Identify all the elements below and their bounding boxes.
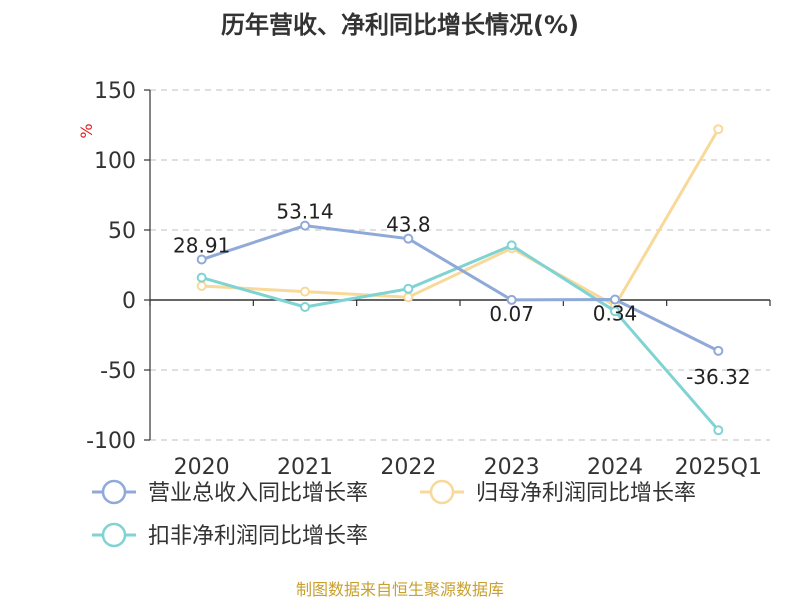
y-tick-label: 50: [108, 219, 136, 244]
x-tick-label: 2024: [587, 455, 643, 480]
data-point: [713, 425, 724, 436]
data-point: [300, 286, 310, 297]
data-point: [196, 281, 207, 291]
data-point: [300, 220, 310, 231]
data-point: [506, 294, 517, 305]
legend-label: 扣非净利润同比增长率: [148, 524, 368, 549]
x-tick-label: 2021: [277, 455, 333, 480]
data-point: [196, 272, 207, 283]
chart-title: 历年营收、净利同比增长情况(%): [221, 11, 579, 39]
data-point: [610, 294, 620, 305]
legend-item-2[interactable]: 扣非净利润同比增长率: [92, 522, 368, 549]
data-label: 28.91: [173, 234, 230, 258]
series-layer: [196, 124, 724, 436]
x-tick-label: 2020: [174, 455, 230, 480]
data-label: 0.07: [489, 302, 534, 326]
source-note: 制图数据来自恒生聚源数据库: [296, 580, 504, 599]
series-line-0: [201, 224, 720, 353]
data-point: [713, 345, 724, 356]
y-tick-label: -100: [86, 429, 136, 454]
legend-marker-icon: [101, 479, 127, 505]
legend-item-1[interactable]: 归母净利润同比增长率: [420, 479, 696, 506]
data-point: [403, 292, 414, 303]
y-tick-label: 0: [122, 289, 136, 314]
data-label: -36.32: [686, 365, 750, 389]
data-point: [196, 254, 207, 265]
data-labels: 28.91 53.14 43.8 0.07 0.34 -36.32: [173, 200, 751, 389]
series-line-2: [201, 243, 720, 432]
x-tick-label: 2025Q1: [675, 455, 762, 480]
data-label: 43.8: [386, 213, 431, 237]
y-axis-unit: %: [77, 123, 96, 138]
gridlines: [150, 89, 770, 441]
legend-item-0[interactable]: 营业总收入同比增长率: [92, 479, 368, 506]
series-line-1: [201, 128, 720, 308]
x-axis-ticks: 2020 2021 2022 2023 2024 2025Q1: [174, 455, 762, 480]
data-point: [403, 233, 414, 244]
data-label: 53.14: [276, 200, 333, 224]
legend-marker-icon: [101, 522, 127, 548]
legend-label: 归母净利润同比增长率: [476, 481, 696, 506]
data-label: 0.34: [593, 302, 638, 326]
y-tick-label: -50: [100, 359, 136, 384]
legend-marker-icon: [429, 479, 455, 505]
y-tick-label: 150: [94, 79, 136, 104]
data-point: [300, 302, 310, 312]
data-point: [506, 240, 517, 251]
data-point: [713, 124, 724, 135]
y-tick-label: 100: [94, 149, 136, 174]
data-point: [403, 283, 414, 294]
x-tick-label: 2023: [484, 455, 540, 480]
x-tick-label: 2022: [380, 455, 436, 480]
legend-label: 营业总收入同比增长率: [148, 481, 368, 506]
data-point: [610, 306, 620, 317]
axes: [149, 90, 771, 440]
y-axis-ticks: 150 100 50 0 -50 -100: [86, 79, 150, 454]
